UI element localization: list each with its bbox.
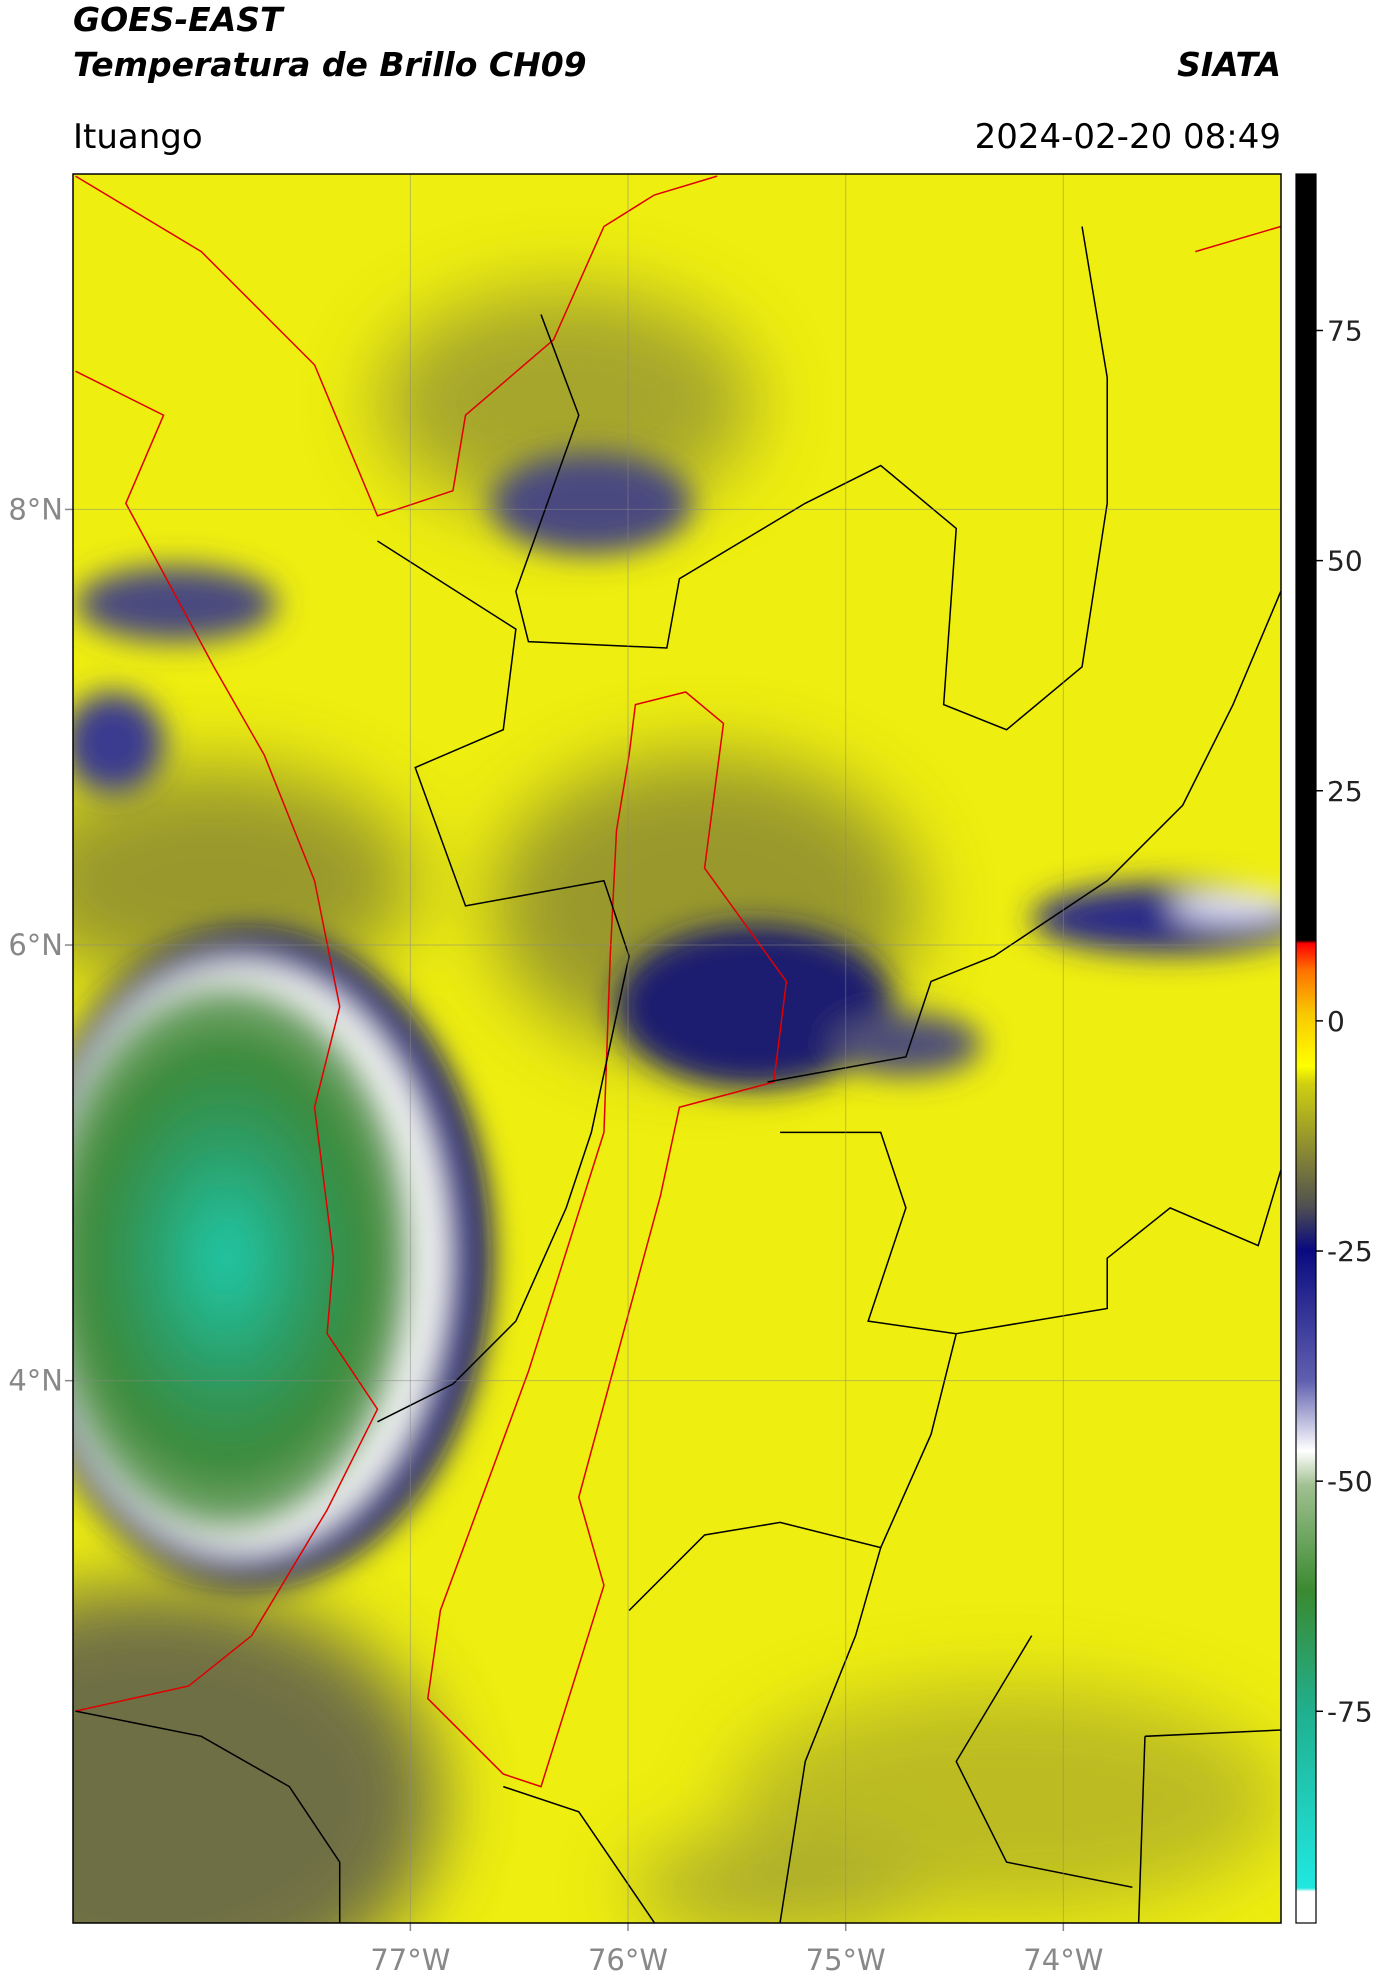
lon-tick-label: 75°W bbox=[806, 1943, 886, 1977]
lat-tick-label: 6°N bbox=[8, 928, 63, 962]
graticule bbox=[65, 174, 1281, 1931]
map-frame bbox=[72, 173, 1282, 1924]
colorbar-tick-label: -25 bbox=[1327, 1235, 1373, 1268]
lon-tick-label: 74°W bbox=[1023, 1943, 1103, 1977]
lon-tick-label: 77°W bbox=[370, 1943, 450, 1977]
title-line2: Temperatura de Brillo CH09 bbox=[73, 45, 587, 84]
colorbar-tick-label: 75 bbox=[1327, 314, 1363, 347]
lon-tick-label: 76°W bbox=[588, 1943, 668, 1977]
source: SIATA bbox=[1177, 45, 1281, 84]
title-line1: GOES-EAST bbox=[73, 0, 285, 39]
timestamp: 2024-02-20 08:49 bbox=[975, 117, 1281, 157]
colorbar-tick-label: 0 bbox=[1327, 1005, 1345, 1038]
colorbar-tick-label: -50 bbox=[1327, 1465, 1373, 1498]
satellite-image bbox=[73, 174, 1281, 1923]
location: Ituango bbox=[73, 117, 203, 157]
colorbar bbox=[1295, 173, 1317, 1924]
lat-tick-label: 4°N bbox=[8, 1364, 63, 1398]
colorbar-tick-label: 50 bbox=[1327, 545, 1363, 578]
lat-tick-label: 8°N bbox=[8, 492, 63, 526]
colorbar-tick-label: 25 bbox=[1327, 775, 1363, 808]
colorbar-tick-label: -75 bbox=[1327, 1695, 1373, 1728]
